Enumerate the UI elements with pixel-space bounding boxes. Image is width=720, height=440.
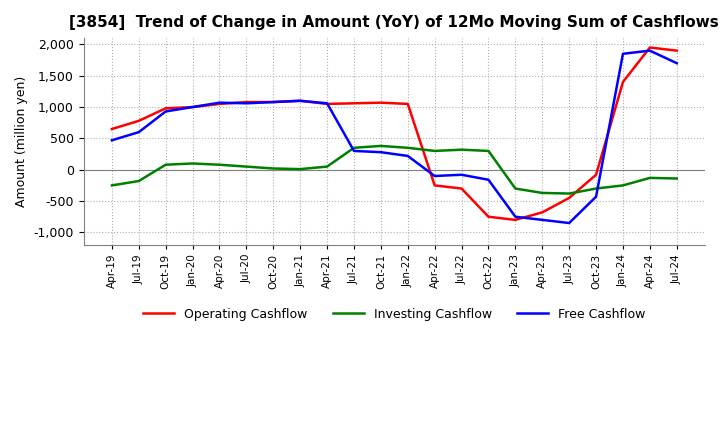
Investing Cashflow: [377, 143, 385, 149]
Operating Cashflow: [592, 172, 600, 177]
Line: Free Cashflow: Free Cashflow: [112, 51, 677, 223]
Legend: Operating Cashflow, Investing Cashflow, Free Cashflow: Operating Cashflow, Investing Cashflow, …: [138, 303, 651, 326]
Operating Cashflow: [457, 186, 466, 191]
Free Cashflow: [188, 104, 197, 110]
Operating Cashflow: [403, 101, 412, 106]
Free Cashflow: [107, 138, 116, 143]
Operating Cashflow: [646, 45, 654, 50]
Free Cashflow: [269, 99, 278, 105]
Free Cashflow: [565, 220, 574, 226]
Investing Cashflow: [618, 183, 627, 188]
Free Cashflow: [350, 148, 359, 154]
Investing Cashflow: [215, 162, 224, 167]
Operating Cashflow: [431, 183, 439, 188]
Investing Cashflow: [403, 145, 412, 150]
Free Cashflow: [592, 194, 600, 199]
Operating Cashflow: [511, 217, 520, 223]
Free Cashflow: [511, 214, 520, 220]
Free Cashflow: [242, 101, 251, 106]
Operating Cashflow: [323, 101, 331, 106]
Free Cashflow: [646, 48, 654, 53]
Free Cashflow: [323, 101, 331, 106]
Free Cashflow: [377, 150, 385, 155]
Free Cashflow: [672, 61, 681, 66]
Operating Cashflow: [242, 99, 251, 105]
Investing Cashflow: [457, 147, 466, 152]
Free Cashflow: [538, 217, 546, 223]
Title: [3854]  Trend of Change in Amount (YoY) of 12Mo Moving Sum of Cashflows: [3854] Trend of Change in Amount (YoY) o…: [69, 15, 719, 30]
Operating Cashflow: [377, 100, 385, 105]
Free Cashflow: [484, 177, 492, 183]
Operating Cashflow: [350, 101, 359, 106]
Operating Cashflow: [538, 210, 546, 215]
Operating Cashflow: [107, 126, 116, 132]
Line: Operating Cashflow: Operating Cashflow: [112, 48, 677, 220]
Investing Cashflow: [538, 190, 546, 195]
Free Cashflow: [457, 172, 466, 177]
Operating Cashflow: [484, 214, 492, 220]
Free Cashflow: [215, 100, 224, 105]
Investing Cashflow: [269, 166, 278, 171]
Operating Cashflow: [215, 101, 224, 106]
Operating Cashflow: [135, 118, 143, 124]
Investing Cashflow: [161, 162, 170, 167]
Operating Cashflow: [188, 104, 197, 110]
Free Cashflow: [161, 109, 170, 114]
Investing Cashflow: [323, 164, 331, 169]
Investing Cashflow: [672, 176, 681, 181]
Operating Cashflow: [296, 98, 305, 103]
Investing Cashflow: [431, 148, 439, 154]
Operating Cashflow: [269, 99, 278, 105]
Investing Cashflow: [565, 191, 574, 196]
Free Cashflow: [403, 153, 412, 158]
Investing Cashflow: [350, 145, 359, 150]
Operating Cashflow: [161, 106, 170, 111]
Investing Cashflow: [296, 166, 305, 172]
Free Cashflow: [431, 173, 439, 179]
Investing Cashflow: [107, 183, 116, 188]
Investing Cashflow: [646, 175, 654, 180]
Investing Cashflow: [592, 186, 600, 191]
Investing Cashflow: [511, 186, 520, 191]
Operating Cashflow: [618, 79, 627, 84]
Free Cashflow: [135, 129, 143, 135]
Operating Cashflow: [565, 195, 574, 201]
Investing Cashflow: [188, 161, 197, 166]
Free Cashflow: [296, 98, 305, 103]
Operating Cashflow: [672, 48, 681, 53]
Investing Cashflow: [484, 148, 492, 154]
Free Cashflow: [618, 51, 627, 56]
Y-axis label: Amount (million yen): Amount (million yen): [15, 76, 28, 207]
Line: Investing Cashflow: Investing Cashflow: [112, 146, 677, 194]
Investing Cashflow: [242, 164, 251, 169]
Investing Cashflow: [135, 178, 143, 183]
